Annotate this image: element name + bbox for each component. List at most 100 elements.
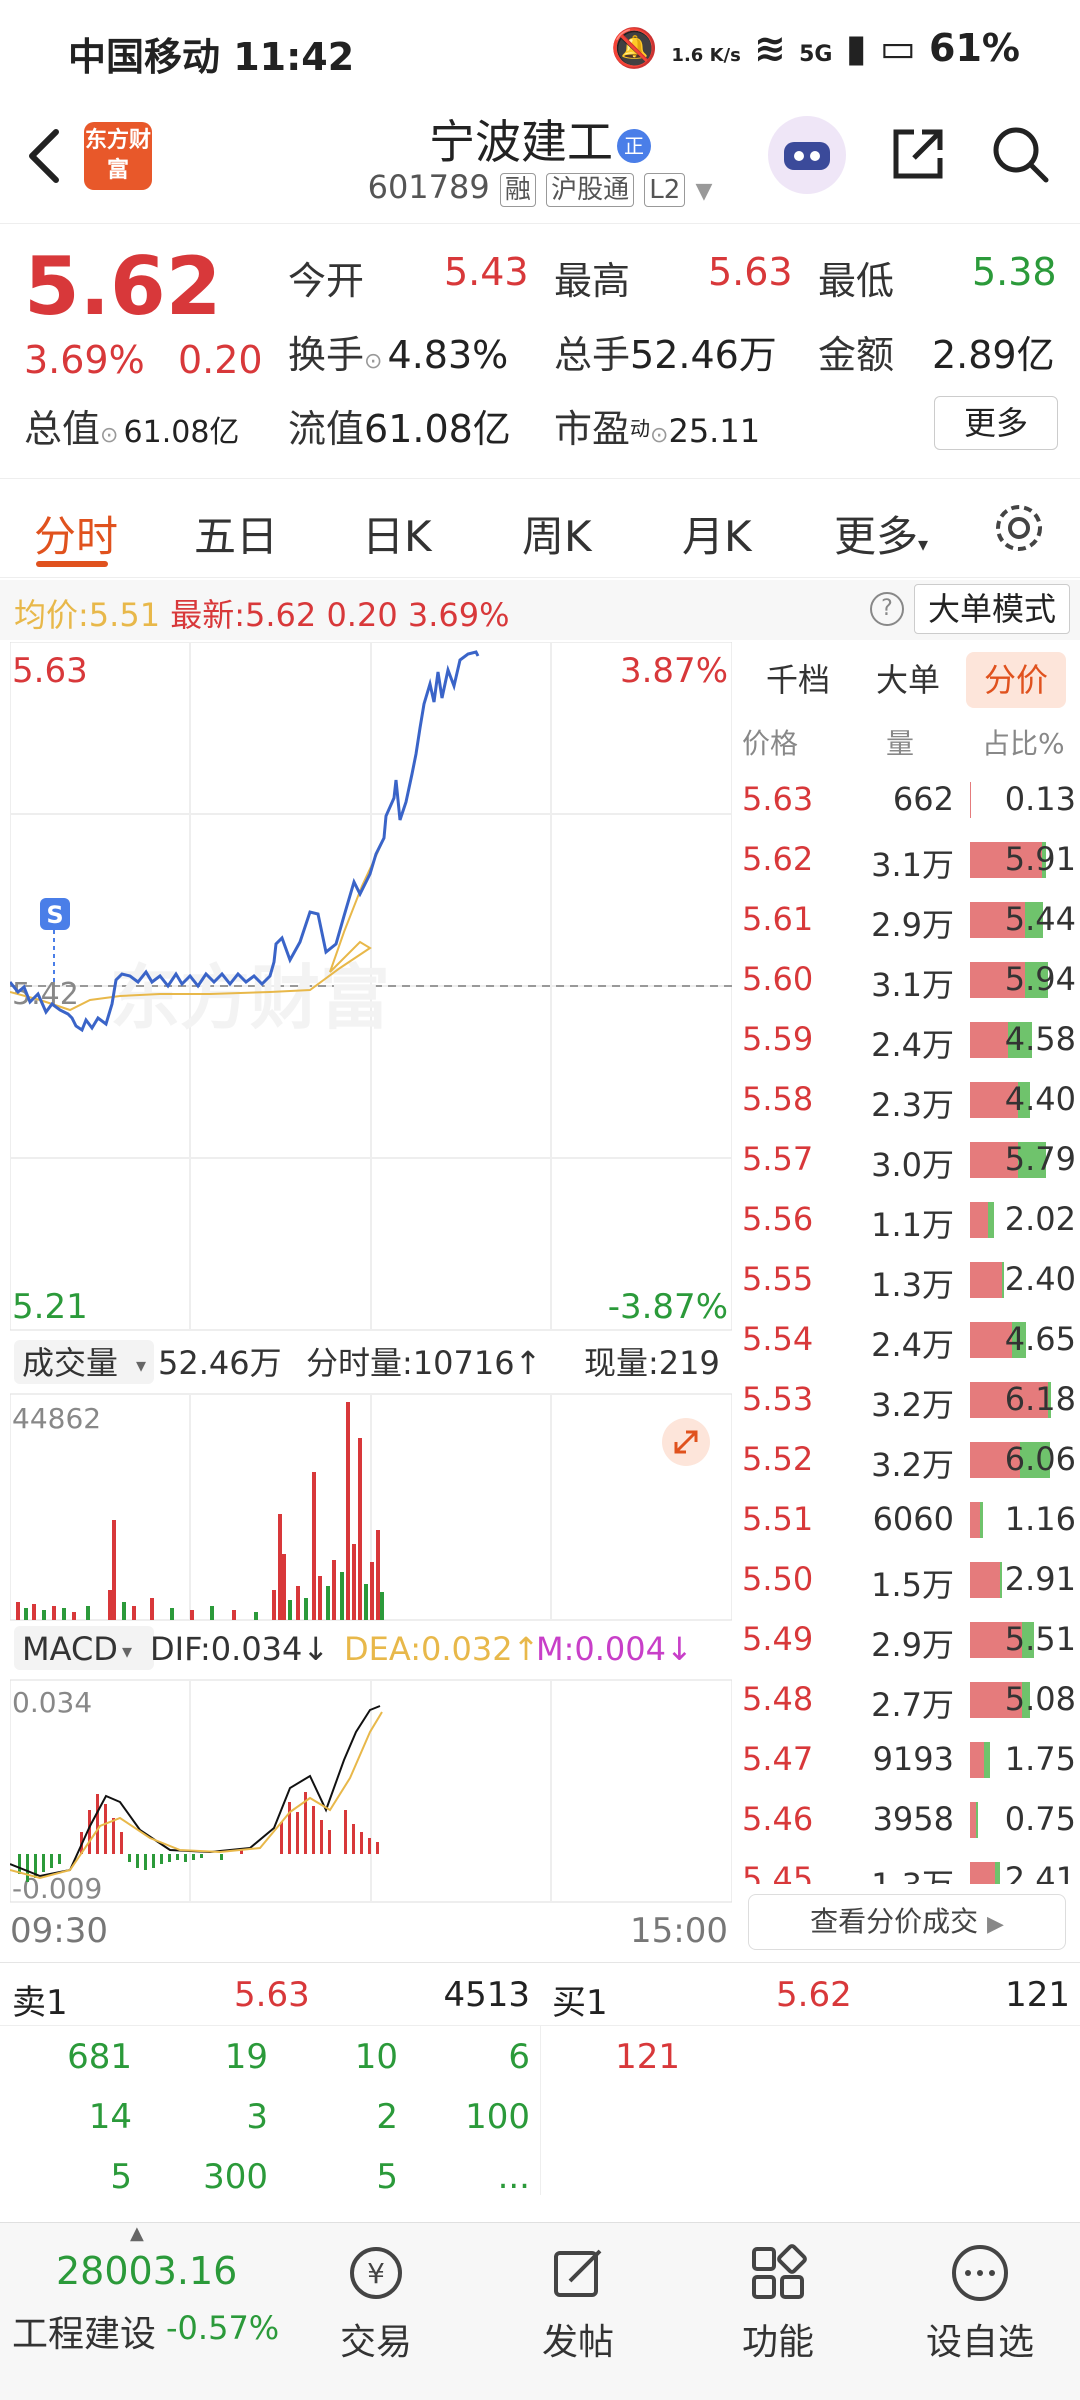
sell-1-label: 卖1 <box>12 1983 68 2023</box>
tab-more-label: 更多 <box>834 512 919 561</box>
buy-ratio-fill <box>970 1622 1022 1658</box>
share-icon[interactable] <box>886 122 950 190</box>
row-price: 5.60 <box>742 960 814 998</box>
row-price: 5.62 <box>742 840 814 878</box>
buy-ratio-fill <box>970 782 971 818</box>
caret-down-icon: ▾ <box>122 1639 132 1663</box>
signal-marker[interactable] <box>40 898 70 930</box>
row-price: 5.47 <box>742 1740 814 1778</box>
tab-daily-k[interactable]: 日K <box>362 512 432 561</box>
stock-name: 宁波建工 <box>429 115 613 169</box>
row-ratio: 5.91 <box>1004 840 1076 878</box>
more-button[interactable]: 更多 <box>934 396 1058 450</box>
amount-label: 金额 <box>818 333 895 377</box>
time-end: 15:00 <box>630 1911 728 1951</box>
macd-selector[interactable] <box>14 1626 154 1670</box>
post-button[interactable]: 发帖 <box>508 2241 648 2365</box>
tab-price-distribution[interactable]: 分价 <box>966 652 1066 708</box>
back-icon[interactable] <box>22 126 66 190</box>
sell-queue-item: 5 <box>376 2157 398 2197</box>
float-value: 61.08亿 <box>364 407 511 451</box>
functions-button[interactable]: 功能 <box>708 2241 848 2365</box>
tab-monthly-k[interactable]: 月K <box>682 512 752 561</box>
sell-queue-item: 300 <box>203 2157 268 2197</box>
price-row: 5.47 9193 1.75 <box>734 1730 1080 1790</box>
price-rows: 5.63 662 0.13 5.62 3.1万 5.91 5.61 2.9万 5.44 5.60 3… <box>734 770 1080 1884</box>
row-volume: 9193 <box>872 1740 954 1778</box>
trade-label: 交易 <box>339 2322 412 2363</box>
tab-five-day[interactable]: 五日 <box>194 512 279 561</box>
turnover-value: 4.83% <box>387 333 509 377</box>
intraday-summary: 均价:5.51 最新:5.62 0.20 3.69% <box>14 590 510 636</box>
sell-queue-item: 3 <box>246 2097 268 2137</box>
low-label: 最低 <box>818 259 895 303</box>
row-price: 5.61 <box>742 900 814 938</box>
price-row: 5.60 3.1万 5.94 <box>734 950 1080 1010</box>
sell-ratio-fill <box>1025 902 1043 938</box>
macd-dea-line <box>9 1711 383 1880</box>
search-icon[interactable] <box>988 122 1052 190</box>
intraday-chart-panel[interactable]: 东方财富 5.63 3.87% 5.42 5.21 -3.87% S 成交量 ▾… <box>8 641 733 1952</box>
index-widget[interactable]: ▲ 28003.16 工程建设 -0.57% <box>0 2223 300 2400</box>
row-volume: 2.4万 <box>871 1326 954 1364</box>
watermark: 东方财富 <box>110 957 390 1039</box>
macd-grid <box>189 1680 552 1902</box>
row-ratio: 2.91 <box>1004 1560 1076 1598</box>
pe-value: 25.11 <box>668 412 761 450</box>
row-ratio: 0.75 <box>1004 1800 1076 1838</box>
buy-ratio-fill <box>970 1802 976 1838</box>
open-value: 5.43 <box>444 250 529 294</box>
price-row: 5.49 2.9万 5.51 <box>734 1610 1080 1670</box>
stock-badge: 正 <box>617 128 651 163</box>
sell-ratio-fill <box>976 1802 978 1838</box>
row-volume: 2.9万 <box>871 1626 954 1664</box>
volume-header: 成交量 ▾ 52.46万 分时量:10716↑ 现量:219 <box>10 1332 732 1392</box>
header: 东方财富 宁波建工正 601789 融 沪股通 L2 ▼ <box>0 100 1080 224</box>
tab-thousand-levels[interactable]: 千档 <box>765 661 830 699</box>
row-price: 5.54 <box>742 1320 814 1358</box>
add-watchlist-label: 设自选 <box>925 2322 1034 2363</box>
expand-icon[interactable] <box>662 1418 710 1466</box>
row-ratio: 2.40 <box>1004 1260 1076 1298</box>
latest-pct: 3.69% <box>407 596 510 634</box>
caret-down-icon: ▾ <box>918 532 929 556</box>
float-row: 流值61.08亿 <box>288 398 511 453</box>
gear-icon[interactable] <box>990 499 1048 561</box>
buy-ratio-fill <box>970 1442 1020 1478</box>
sell-queue-item: 6 <box>508 2037 530 2077</box>
price-row: 5.51 6060 1.16 <box>734 1490 1080 1550</box>
volume-selector[interactable] <box>14 1340 154 1384</box>
row-price: 5.45 <box>742 1860 814 1884</box>
info-icon[interactable]: ⊙ <box>100 423 119 448</box>
info-icon[interactable]: ⊙ <box>650 423 669 448</box>
info-icon[interactable]: ⊙ <box>364 349 383 374</box>
row-price: 5.59 <box>742 1020 814 1058</box>
sell-1-qty: 4513 <box>443 1975 530 2015</box>
avg-label: 均价: <box>14 596 89 634</box>
tab-minute[interactable]: 分时 <box>34 512 119 561</box>
trade-button[interactable]: ¥ 交易 <box>306 2241 446 2365</box>
chevron-down-icon[interactable]: ▼ <box>695 179 713 204</box>
tab-more[interactable]: 更多▾ <box>834 503 928 564</box>
row-price: 5.63 <box>742 780 814 818</box>
post-label: 发帖 <box>541 2322 614 2363</box>
add-watchlist-button[interactable]: 设自选 <box>910 2241 1050 2365</box>
row-price: 5.55 <box>742 1260 814 1298</box>
functions-label: 功能 <box>741 2322 814 2363</box>
robot-assistant-icon[interactable] <box>768 116 846 194</box>
sell-queue-item: 19 <box>224 2037 268 2077</box>
volume-total: 52.46万 <box>158 1344 282 1382</box>
help-icon[interactable]: ? <box>870 592 904 626</box>
price-row: 5.59 2.4万 4.58 <box>734 1010 1080 1070</box>
tab-big-orders[interactable]: 大单 <box>875 661 940 699</box>
view-price-trades-button[interactable]: 查看分价成交 ▶ <box>748 1894 1066 1950</box>
buy-1-label: 买1 <box>552 1983 608 2023</box>
net-speed: 1.6 K/s <box>671 45 741 66</box>
turnover-row: 换手⊙ 4.83% <box>288 324 508 379</box>
battery-icon: ▭ <box>879 26 916 70</box>
tab-weekly-k[interactable]: 周K <box>522 512 592 561</box>
low-value: 5.38 <box>972 250 1057 294</box>
row-ratio: 5.08 <box>1004 1680 1076 1718</box>
big-order-mode-button[interactable]: 大单模式 <box>914 584 1070 634</box>
caret-up-icon: ▲ <box>130 2223 144 2244</box>
